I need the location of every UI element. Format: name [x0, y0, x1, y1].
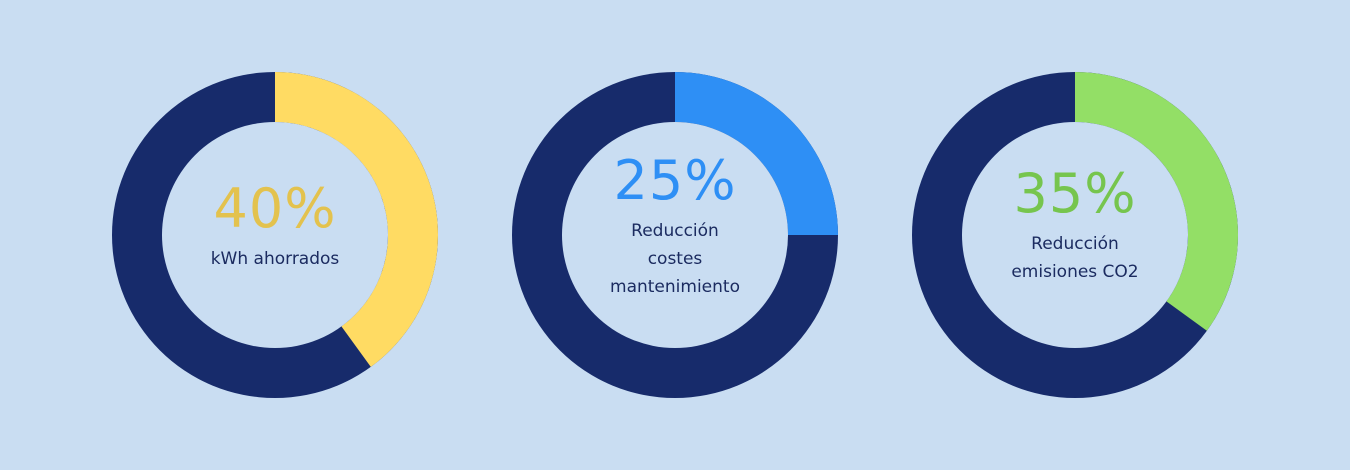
maintenance-description: Reducción costes mantenimiento [575, 217, 775, 301]
donut-maintenance-label: 25% Reducción costes mantenimiento [575, 151, 775, 301]
donut-co2-label: 35% Reducción emisiones CO2 [975, 164, 1175, 286]
kwh-description-line: kWh ahorrados [210, 249, 340, 269]
donut-chart-kwh: 40% kWh ahorrados [112, 72, 438, 398]
donut-value-segment [675, 72, 838, 235]
maintenance-description-line-1: Reducción [631, 221, 719, 241]
donut-center [562, 122, 788, 348]
donut-chart-maintenance: 25% Reducción costes mantenimiento [512, 72, 838, 398]
maintenance-percent-label: 25% [613, 149, 737, 212]
maintenance-description-line-3: mantenimiento [610, 277, 740, 297]
donut-center [162, 122, 388, 348]
donut-chart-co2: 35% Reducción emisiones CO2 [912, 72, 1238, 398]
kwh-percent-label: 40% [213, 177, 337, 240]
donut-center [962, 122, 1188, 348]
co2-percent-label: 35% [1013, 162, 1137, 225]
co2-description-line-2: emisiones CO2 [1011, 262, 1139, 282]
donut-co2-graphic [912, 72, 1238, 398]
co2-description: Reducción emisiones CO2 [975, 230, 1175, 286]
donut-kwh-label: 40% kWh ahorrados [175, 179, 375, 273]
donut-value-segment [275, 72, 438, 367]
maintenance-description-line-2: costes [647, 249, 703, 269]
donut-kwh-graphic [112, 72, 438, 398]
kwh-description: kWh ahorrados [175, 245, 375, 273]
co2-description-line-1: Reducción [1031, 234, 1119, 254]
donut-value-segment [1075, 72, 1238, 331]
donut-maintenance-graphic [512, 72, 838, 398]
